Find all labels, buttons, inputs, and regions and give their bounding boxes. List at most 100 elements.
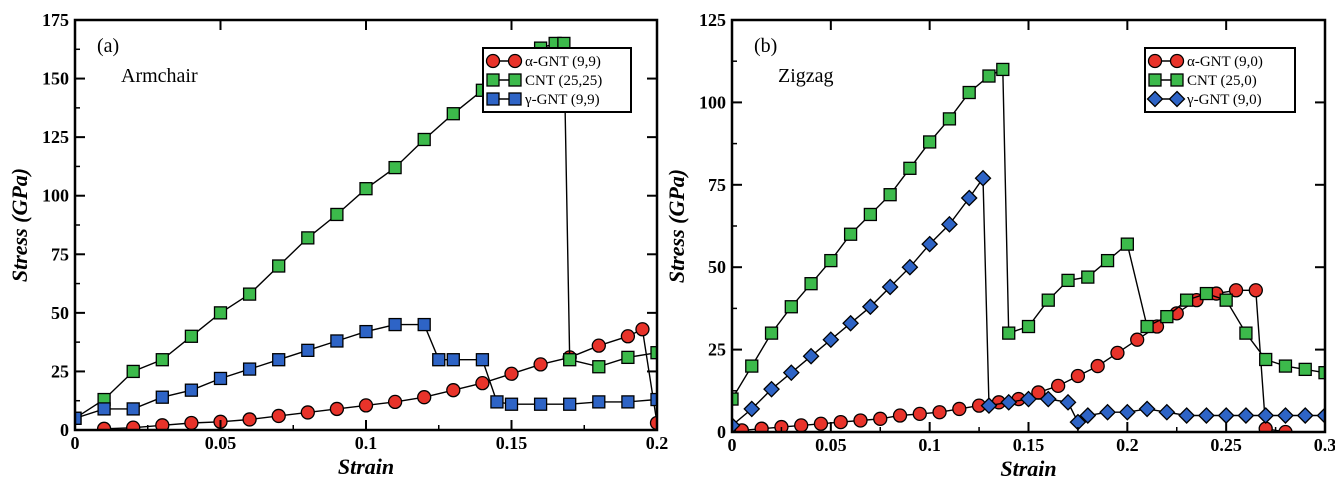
x-tick-label: 0.2 xyxy=(1116,435,1139,455)
x-tick-label: 0 xyxy=(728,435,737,455)
data-point xyxy=(563,397,577,411)
legend-marker xyxy=(486,92,500,106)
y-tick-label: 75 xyxy=(51,244,69,264)
data-point xyxy=(1059,393,1077,411)
data-point xyxy=(388,317,402,332)
data-point xyxy=(883,188,897,202)
data-point xyxy=(1278,359,1293,373)
data-point xyxy=(417,132,431,147)
series-2 xyxy=(75,317,838,425)
legend-marker xyxy=(1148,73,1162,87)
y-axis-title: Stress (GPa) xyxy=(664,169,689,283)
y-tick-label: 0 xyxy=(717,422,726,442)
y-tick-label: 0 xyxy=(60,420,69,440)
data-point xyxy=(873,411,888,426)
y-tick-label: 25 xyxy=(51,361,69,381)
y-tick-label: 75 xyxy=(708,175,726,195)
data-point xyxy=(155,353,169,367)
data-point xyxy=(901,258,919,276)
series-line xyxy=(732,176,1325,426)
data-point xyxy=(843,227,858,241)
data-point xyxy=(826,384,838,396)
data-point xyxy=(1002,326,1016,340)
data-point xyxy=(763,380,780,398)
panel-annotation: Zigzag xyxy=(778,65,834,87)
legend-marker xyxy=(1147,53,1163,69)
data-point xyxy=(996,62,1010,77)
legend-label: γ-GNT (9,0) xyxy=(1186,92,1262,108)
legend: α-GNT (9,9) CNT (25,25) γ-GNT (9,9) xyxy=(482,47,632,113)
data-point xyxy=(417,317,431,332)
data-point xyxy=(621,395,635,409)
data-point xyxy=(923,135,937,149)
data-point xyxy=(863,207,878,222)
data-point xyxy=(1219,293,1233,307)
data-point xyxy=(732,416,741,432)
data-point xyxy=(591,338,606,353)
data-point xyxy=(592,360,606,374)
data-point xyxy=(921,235,939,253)
data-point xyxy=(620,329,636,344)
data-point xyxy=(1041,293,1055,307)
data-point xyxy=(446,107,460,121)
data-point xyxy=(1318,366,1325,380)
data-point xyxy=(475,353,490,367)
legend-label: CNT (25,25) xyxy=(525,73,602,89)
data-point xyxy=(1197,407,1215,424)
data-point xyxy=(1070,368,1086,384)
data-point xyxy=(1051,378,1066,394)
data-point xyxy=(1081,270,1095,284)
data-point xyxy=(842,314,860,332)
legend-marker xyxy=(508,92,522,106)
data-point xyxy=(446,353,460,367)
series-line xyxy=(732,68,1325,400)
data-point xyxy=(533,397,548,411)
legend-label: CNT (25,0) xyxy=(1187,73,1257,89)
data-point xyxy=(301,231,315,245)
data-point xyxy=(432,353,446,367)
legend-marker xyxy=(1169,53,1185,69)
data-point xyxy=(881,278,899,296)
x-axis-title: Strain xyxy=(338,454,394,479)
data-point xyxy=(650,346,657,360)
data-point xyxy=(155,390,169,404)
data-point xyxy=(941,215,958,233)
y-tick-label: 100 xyxy=(42,186,69,206)
data-point xyxy=(1118,403,1136,421)
data-point xyxy=(417,390,432,405)
data-point xyxy=(300,405,315,420)
data-point xyxy=(1199,286,1214,301)
y-tick-label: 175 xyxy=(42,10,69,30)
legend-label: α-GNT (9,9) xyxy=(525,54,601,70)
legend-marker xyxy=(485,53,501,69)
data-point xyxy=(732,392,739,406)
data-point xyxy=(743,400,761,418)
legend-marker xyxy=(1146,90,1164,108)
data-point xyxy=(982,69,996,83)
legend-marker xyxy=(507,53,523,69)
data-point xyxy=(764,326,779,340)
x-tick-label: 0.2 xyxy=(646,433,669,453)
data-point xyxy=(649,415,657,430)
x-tick-label: 0.1 xyxy=(918,435,941,455)
data-point xyxy=(942,112,957,126)
data-point xyxy=(1100,253,1115,268)
data-point xyxy=(960,189,978,207)
data-point xyxy=(1130,332,1145,347)
data-point xyxy=(1158,403,1176,421)
data-point xyxy=(709,389,721,401)
data-point xyxy=(592,395,606,409)
data-point xyxy=(184,329,199,343)
data-point xyxy=(912,406,927,422)
data-point xyxy=(797,387,809,399)
x-tick-label: 0.05 xyxy=(205,433,237,453)
data-point xyxy=(1237,407,1255,424)
data-point xyxy=(475,375,490,391)
chart-panel-a: 0 0.05 0.1 0.15 0.2 0 25 50 75 100 125 150 175 Strain… xyxy=(7,10,838,479)
data-point xyxy=(952,401,967,417)
data-point xyxy=(75,411,82,425)
data-point xyxy=(329,401,345,417)
x-tick-label: 0.25 xyxy=(1210,435,1242,455)
data-point xyxy=(184,383,199,397)
data-point xyxy=(1099,403,1116,421)
